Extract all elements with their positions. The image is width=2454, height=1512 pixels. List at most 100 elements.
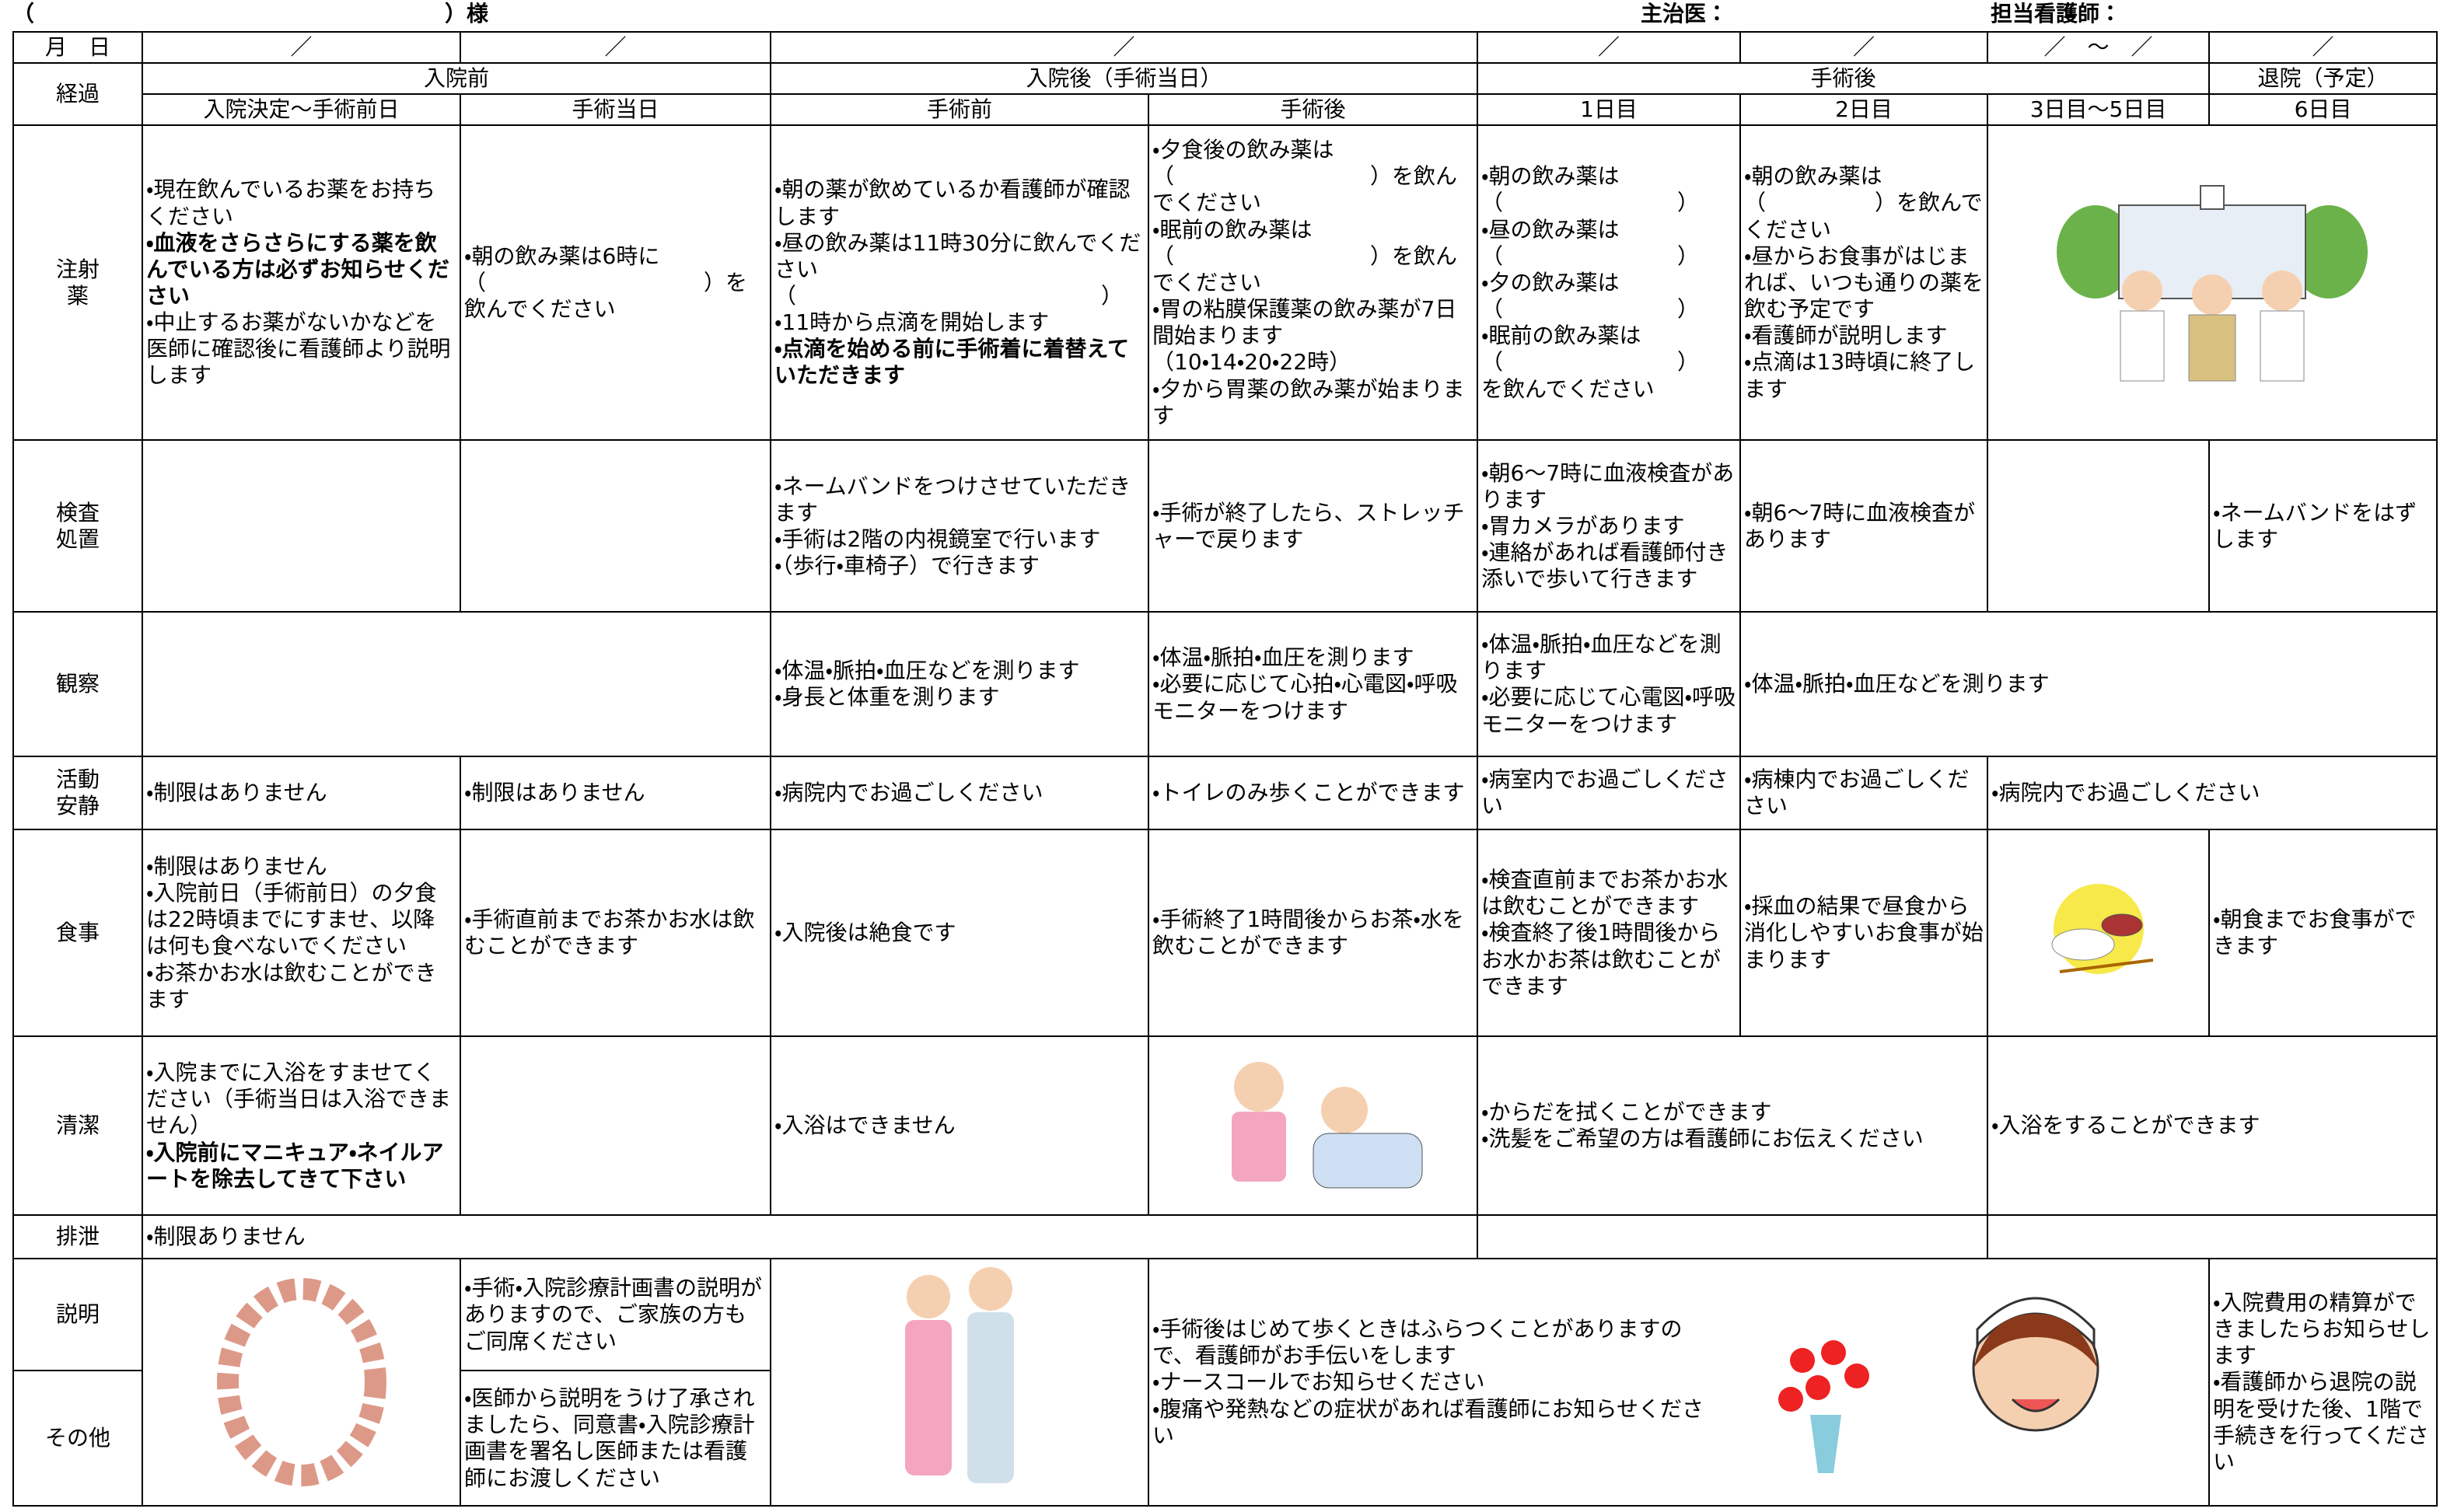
cell-content: ・ネームバンドをはずします <box>2213 500 2433 553</box>
cell <box>460 1035 771 1217</box>
name-open: （ <box>12 1 35 26</box>
text-line: 排泄 <box>55 1224 100 1250</box>
text-line: ・朝6～7時に血液検査があります <box>1481 459 1735 512</box>
text-line: ・腹痛や発熱などの症状があれば看護師にお知らせください <box>1152 1395 1704 1448</box>
cell-content: ・手術が終了したら、ストレッチャーで戻ります <box>1152 500 1473 553</box>
text-line: ・トイレのみ歩くことができます <box>1152 780 1465 806</box>
text-line: （ ）を飲んでください <box>464 269 748 323</box>
cell: ・体温・脈拍・血圧などを測ります ・身長と体重を測ります <box>770 611 1149 758</box>
cell: ・医師から説明をうけ了承されましたら、同意書・入院診療計画書を署名し医師または看… <box>460 1370 771 1507</box>
nurse: 担当看護師： <box>1991 1 2122 26</box>
text-line: ・朝6～7時に血液検査があります <box>1744 499 1976 552</box>
cell: ・トイレのみ歩くことができます <box>1147 756 1479 831</box>
walking-illustration <box>905 1267 1014 1484</box>
date: ／ <box>460 30 771 65</box>
cell-content: ・手術後はじめて歩くときはふらつくことがありますので、看護師がお手伝いをします・… <box>1152 1316 1712 1449</box>
text-line: ・眠前の飲み薬は <box>1481 323 1641 349</box>
text-line: ・手術は2階の内視鏡室で行います <box>774 526 1101 552</box>
text-line: ・夕から胃薬の飲み薬が始まります <box>1152 375 1465 428</box>
cell: ・朝の飲み薬は6時に（ ）を飲んでください <box>460 124 771 442</box>
text-line: ・ネームバンドをつけさせていただきます <box>774 473 1131 526</box>
date: ／ <box>1477 30 1742 65</box>
text-line: を飲んでください <box>1481 375 1655 402</box>
cell: ・制限はありません ・入院前日（手術前日）の夕食は22時頃までにすませ、以降は何も… <box>142 829 461 1038</box>
text-line: ・現在飲んでいるお薬をお持ちください <box>146 176 436 229</box>
text-line: 薬 <box>66 282 89 309</box>
cell: ・入院までに入浴をすませてください（手術当日は入浴できません） ・入院前にマニキュ… <box>142 1035 461 1217</box>
date: ／ 〜 ／ <box>1987 30 2211 65</box>
header: （ ）様 主治医： 担当看護師： <box>0 0 2454 28</box>
cell-content: ・入浴をすることができます <box>1991 1112 2433 1139</box>
text-line: （ ） <box>1481 190 1700 216</box>
text-line: ・手術が終了したら、ストレッチャーで戻ります <box>1152 499 1465 552</box>
cell <box>1987 1214 2438 1260</box>
text-line: ・昼の飲み薬は11時30分に飲んでください <box>774 229 1141 282</box>
cell: ・手術後はじめて歩くときはふらつくことがありますので、看護師がお手伝いをします・… <box>1147 1258 2211 1507</box>
text-line: （ ） <box>1481 296 1700 323</box>
text-line: ・手術・入院診療計画書の説明がありますので、ご家族の方もご同席ください <box>464 1275 763 1354</box>
cell-content: ・夕食後の飲み薬は（ ）を飲んでください ・眠前の飲み薬は（ ）を飲んでください・… <box>1152 137 1473 429</box>
text-line: ・からだを拭くことができます <box>1481 1099 1772 1126</box>
cell: ・体温・脈拍・血圧などを測ります <box>1739 611 2438 758</box>
cell: ・朝食までお食事ができます <box>2208 829 2438 1038</box>
cell: ・朝の薬が飲めているか看護師が確認します ・昼の飲み薬は11時30分に飲んでくださ… <box>770 124 1149 442</box>
text-line: 処置 <box>55 526 100 552</box>
nurse-illustration <box>1972 1297 2099 1432</box>
text-line: ・体温・脈拍・血圧などを測ります <box>1481 631 1722 684</box>
group: 手術後 <box>1477 62 2211 96</box>
day: 手術前 <box>770 93 1149 127</box>
text-line: ・病院内でお過ごしください <box>774 780 1043 806</box>
text-line: （ ）を飲んでください <box>1152 243 1458 295</box>
cell <box>1987 124 2438 442</box>
day: 2日目 <box>1739 93 1989 127</box>
text-line: ・制限はありません <box>464 780 645 806</box>
cell: ・入院後は絶食です <box>770 829 1149 1038</box>
cell-content: ・入浴はできません <box>774 1112 1145 1139</box>
cell: ・体温・脈拍・血圧などを測ります ・必要に応じて心電図・呼吸モニターをつけます <box>1477 611 1742 758</box>
meal-illustration <box>2051 884 2153 975</box>
text-line: ・入浴はできません <box>774 1112 956 1139</box>
cell: ・病院内でお過ごしください <box>770 756 1149 831</box>
group: 入院後（手術当日） <box>769 62 1479 96</box>
cell: ・手術・入院診療計画書の説明がありますので、ご家族の方もご同席ください <box>460 1258 771 1372</box>
text-line: ・昼からお食事がはじまれば、いつも通りの薬を飲む予定です <box>1744 243 1984 323</box>
day: 手術当日 <box>460 93 771 127</box>
text-line: ・看護師から退院の説明を受けた後、1階で手続きを行ってください <box>2213 1369 2429 1475</box>
text-line: ・お茶かお水は飲むことができます <box>146 959 437 1012</box>
text-line: ・朝の飲み薬は6時に <box>464 243 660 269</box>
cell: ・夕食後の飲み薬は（ ）を飲んでください ・眠前の飲み薬は（ ）を飲んでください・… <box>1147 124 1479 442</box>
cell: ・手術直前までお茶かお水は飲むことができます <box>460 829 771 1038</box>
cell <box>770 1258 1149 1507</box>
day: 手術後 <box>1147 93 1479 127</box>
text-line: ・制限ありません <box>146 1224 306 1250</box>
cell-content: ・採血の結果で昼食から消化しやすいお食事が始まります <box>1744 893 1984 972</box>
cell-content: ・入院費用の精算ができましたらお知らせします ・看護師から退院の説明を受けた後、1… <box>2213 1290 2433 1475</box>
cell-content: ・からだを拭くことができます ・洗髪をご希望の方は看護師にお伝えください <box>1481 1099 1984 1152</box>
cell-content: ・病棟内でお過ごしください <box>1744 766 1984 819</box>
row-label: 検査 処置 <box>12 439 143 613</box>
group: 入院前 <box>142 62 771 96</box>
row-label: 注射薬 <box>12 124 143 442</box>
text-line: ・眠前の飲み薬は <box>1152 216 1313 243</box>
date: ／ <box>2208 30 2438 65</box>
text-line: ・11時から点滴を開始します <box>774 309 1050 336</box>
text-line: ・ナースコールでお知らせください <box>1152 1369 1485 1395</box>
cell: ・入浴はできません <box>770 1035 1149 1217</box>
cell-content: ・朝6～7時に血液検査があります <box>1744 500 1984 553</box>
day: 6日目 <box>2208 93 2438 127</box>
row-label: 食事 <box>12 829 143 1038</box>
cell <box>1987 829 2211 1038</box>
text-line: 活動 <box>55 766 100 793</box>
cell-text: ・手術後はじめて歩くときはふらつくことがありますので、看護師がお手伝いをします・… <box>1152 1316 1712 1449</box>
text-line: （ ）を飲んでください <box>1152 163 1458 216</box>
text-line: ・点滴を始める前に手術着に着替えていただきます <box>774 336 1130 389</box>
cell <box>1147 1035 1479 1217</box>
cell <box>142 439 461 613</box>
cell: ・入浴をすることができます <box>1987 1035 2438 1217</box>
doctor: 主治医： <box>1641 1 1729 26</box>
text-line: ・昼の飲み薬は <box>1481 216 1620 243</box>
text-line: ・朝の薬が飲めているか看護師が確認します <box>774 176 1131 229</box>
cell-content: ・入院までに入浴をすませてください（手術当日は入浴できません） ・入院前にマニキュ… <box>146 1060 456 1192</box>
cell: ・採血の結果で昼食から消化しやすいお食事が始まります <box>1739 829 1989 1038</box>
text-line: ・夕の飲み薬は <box>1481 269 1620 295</box>
